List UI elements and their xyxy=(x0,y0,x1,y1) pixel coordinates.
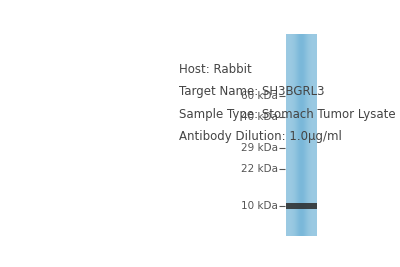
Bar xyxy=(297,34,298,235)
Bar xyxy=(293,34,294,235)
Bar xyxy=(312,34,314,235)
Text: 29 kDa: 29 kDa xyxy=(241,143,278,153)
Text: Target Name: SH3BGRL3: Target Name: SH3BGRL3 xyxy=(179,85,324,98)
Bar xyxy=(306,34,307,235)
Bar xyxy=(316,34,317,235)
Bar xyxy=(298,34,299,235)
Bar xyxy=(291,34,292,235)
Text: 10 kDa: 10 kDa xyxy=(241,201,278,211)
Text: 60 kDa: 60 kDa xyxy=(241,91,278,101)
Bar xyxy=(302,34,303,235)
Bar xyxy=(300,34,301,235)
Bar xyxy=(310,34,312,235)
Bar xyxy=(305,34,306,235)
Text: 40 kDa: 40 kDa xyxy=(241,112,278,122)
Bar xyxy=(294,34,295,235)
Text: Sample Type: Stomach Tumor Lysate: Sample Type: Stomach Tumor Lysate xyxy=(179,108,395,121)
Bar xyxy=(287,34,288,235)
Bar xyxy=(299,34,300,235)
Bar xyxy=(286,203,317,209)
Bar xyxy=(286,34,317,235)
Bar xyxy=(309,34,310,235)
Bar xyxy=(314,34,316,235)
Text: Antibody Dilution: 1.0μg/ml: Antibody Dilution: 1.0μg/ml xyxy=(179,130,342,143)
Bar xyxy=(288,34,289,235)
Text: 22 kDa: 22 kDa xyxy=(241,164,278,174)
Bar xyxy=(286,34,287,235)
Bar xyxy=(296,34,297,235)
Bar xyxy=(295,34,296,235)
Text: Host: Rabbit: Host: Rabbit xyxy=(179,62,252,76)
Bar xyxy=(308,34,309,235)
Bar xyxy=(289,34,290,235)
Bar xyxy=(290,34,291,235)
Bar xyxy=(307,34,308,235)
Bar xyxy=(304,34,305,235)
Bar xyxy=(303,34,304,235)
Bar xyxy=(301,34,302,235)
Bar xyxy=(292,34,293,235)
